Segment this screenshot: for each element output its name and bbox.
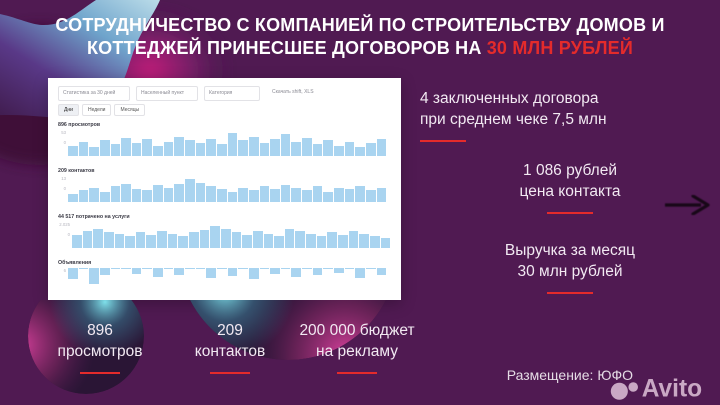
svg-text:Avito: Avito xyxy=(642,376,702,403)
